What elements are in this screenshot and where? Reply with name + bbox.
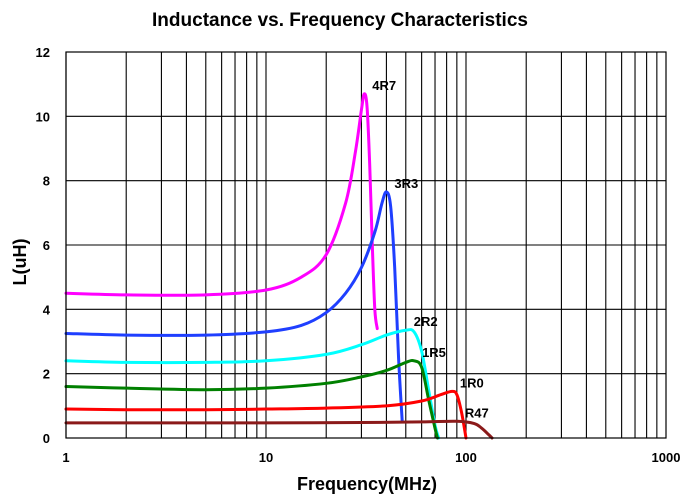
y-tick-label: 0 bbox=[43, 431, 50, 446]
series-line-3r3 bbox=[64, 190, 404, 424]
x-axis-label: Frequency(MHz) bbox=[297, 474, 437, 494]
chart-title: Inductance vs. Frequency Characteristics bbox=[152, 10, 528, 31]
y-tick-label: 4 bbox=[43, 302, 51, 317]
series-curves bbox=[64, 92, 494, 440]
series-line-r47 bbox=[64, 419, 494, 440]
y-tick-label: 2 bbox=[43, 367, 50, 382]
tick-labels: 1 10 100 1000 0 2 4 6 8 10 12 bbox=[36, 45, 681, 465]
series-label-2r2: 2R2 bbox=[414, 314, 438, 329]
x-tick-label: 1000 bbox=[652, 450, 681, 465]
series-labels: 4R7 3R3 2R2 1R5 1R0 R47 bbox=[372, 78, 488, 420]
y-tick-label: 10 bbox=[36, 109, 50, 124]
plot-frame bbox=[65, 51, 667, 439]
y-tick-label: 12 bbox=[36, 45, 50, 60]
y-tick-label: 8 bbox=[43, 174, 50, 189]
x-tick-label: 1 bbox=[62, 450, 69, 465]
series-label-4r7: 4R7 bbox=[372, 78, 396, 93]
y-tick-label: 6 bbox=[43, 238, 50, 253]
series-label-1r0: 1R0 bbox=[460, 375, 484, 390]
x-tick-label: 10 bbox=[259, 450, 273, 465]
series-label-r47: R47 bbox=[465, 405, 489, 420]
series-line-1r0 bbox=[64, 389, 468, 440]
series-label-1r5: 1R5 bbox=[422, 345, 446, 360]
x-tick-label: 100 bbox=[455, 450, 477, 465]
y-axis-label: L(uH) bbox=[10, 239, 30, 286]
series-line-1r5 bbox=[64, 358, 439, 440]
series-label-3r3: 3R3 bbox=[394, 176, 418, 191]
series-line-4r7 bbox=[64, 92, 379, 331]
series-line-2r2 bbox=[64, 328, 441, 440]
